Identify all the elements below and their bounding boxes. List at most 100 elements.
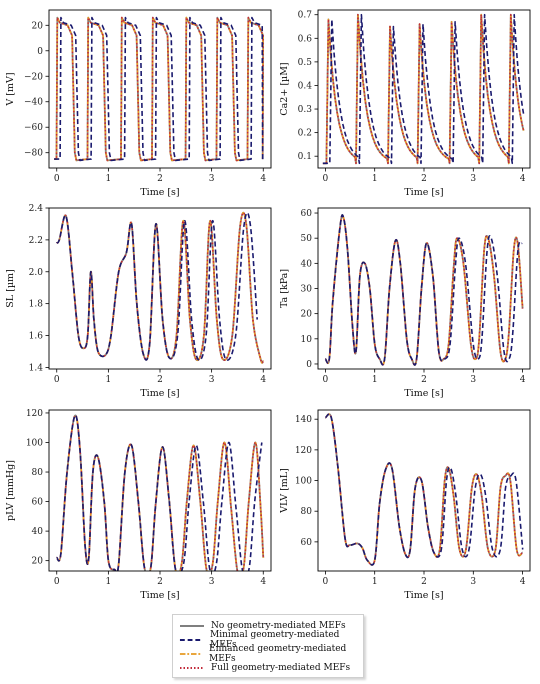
series-full-line <box>55 414 265 571</box>
legend-swatch-dashed-icon <box>179 638 204 641</box>
x-tick-label: 4 <box>520 174 526 184</box>
x-tick-label: 3 <box>209 577 215 587</box>
y-tick-label: 60 <box>301 538 313 548</box>
y-axis-label: pLV [mmHg] <box>5 460 16 521</box>
chart-panel-3: 0 1 2 3 4 1.4 1.6 1.8 2.0 2.2 2.4 Time [s] SL [µm] <box>5 204 272 399</box>
x-axis-label: Time [s] <box>140 187 179 198</box>
legend-swatch-dotted-icon <box>180 666 204 669</box>
x-axis-label: Time [s] <box>140 590 179 601</box>
y-tick-label: 1.4 <box>29 363 44 373</box>
y-tick-label: 60 <box>301 209 313 219</box>
y-tick-label: 10 <box>301 335 313 345</box>
x-tick-label: 1 <box>372 577 378 587</box>
x-tick-label: 1 <box>106 174 112 184</box>
y-tick-label: 20 <box>301 310 313 320</box>
chart-panel-6: 0 1 2 3 4 60 80 100 120 140 Time [s] VLV [mL] <box>279 409 531 601</box>
y-tick-label: −80 <box>24 149 43 159</box>
chart-panel-1: 0 1 2 3 4 −80 −60 −40 −20 0 20 Time [s] V [mV] <box>5 9 272 198</box>
x-tick-label: 0 <box>54 375 60 385</box>
x-tick-label: 4 <box>260 375 266 385</box>
series-full-line <box>322 13 525 165</box>
legend-entry-minimal: Minimal geometry-mediated MEFs <box>179 630 363 650</box>
legend: No geometry-mediated MEFs Minimal geomet… <box>172 614 364 678</box>
y-tick-label: 0 <box>306 360 312 370</box>
x-tick-label: 3 <box>470 375 476 385</box>
y-tick-label: 0.3 <box>298 105 313 115</box>
x-tick-label: 2 <box>157 174 163 184</box>
y-tick-label: 20 <box>32 557 44 567</box>
y-axis-label: Ca2+ [µM] <box>279 62 290 115</box>
x-tick-label: 4 <box>520 375 526 385</box>
y-tick-label: −20 <box>24 72 43 82</box>
legend-swatch-solid-icon <box>180 624 204 627</box>
x-tick-label: 0 <box>323 174 329 184</box>
x-tick-label: 2 <box>421 577 427 587</box>
legend-label: Minimal geometry-mediated MEFs <box>210 629 340 650</box>
series-minimal-line <box>324 413 524 566</box>
y-tick-label: 0.2 <box>298 129 312 139</box>
x-tick-label: 3 <box>470 577 476 587</box>
y-axis-label: V [mV] <box>5 72 16 106</box>
y-tick-label: 80 <box>301 507 313 517</box>
y-tick-label: 0 <box>37 47 43 57</box>
y-tick-label: 50 <box>301 234 313 244</box>
series-minimal-line <box>324 214 523 366</box>
x-tick-label: 2 <box>421 375 427 385</box>
x-tick-label: 4 <box>260 577 266 587</box>
x-tick-label: 4 <box>520 577 526 587</box>
y-tick-label: 0.5 <box>298 58 313 68</box>
y-axis-label: SL [µm] <box>5 269 16 307</box>
series-no-mef-line <box>55 414 265 571</box>
chart-panel-2: 0 1 2 3 4 0.1 0.2 0.3 0.4 0.5 0.6 0.7 Time [s] Ca2+ [… <box>279 9 531 198</box>
series-full-line <box>324 413 524 566</box>
y-tick-label: 60 <box>32 498 44 508</box>
legend-swatch-dashdot-icon <box>179 652 203 655</box>
y-tick-label: 100 <box>26 438 43 448</box>
y-tick-label: 120 <box>295 446 312 456</box>
y-tick-label: 0.1 <box>298 152 312 162</box>
y-axis-label: Ta [kPa] <box>279 269 290 308</box>
y-tick-label: 0.6 <box>298 34 313 44</box>
x-tick-label: 0 <box>54 577 60 587</box>
x-axis-label: Time [s] <box>404 187 443 198</box>
y-tick-label: 30 <box>301 285 313 295</box>
series-enhanced-line <box>324 214 524 366</box>
series-full-line <box>324 214 524 366</box>
y-tick-label: 2.4 <box>29 204 44 214</box>
x-tick-label: 0 <box>54 174 60 184</box>
y-tick-label: 0.4 <box>298 81 313 91</box>
y-tick-label: 120 <box>26 409 43 419</box>
x-axis-label: Time [s] <box>140 388 179 399</box>
x-tick-label: 2 <box>421 174 427 184</box>
series-full-line <box>54 16 264 162</box>
y-tick-label: 40 <box>301 259 313 269</box>
x-axis-label: Time [s] <box>404 388 443 399</box>
y-tick-label: 0.7 <box>298 11 313 21</box>
x-tick-label: 2 <box>157 375 163 385</box>
y-tick-label: 1.8 <box>29 300 44 310</box>
x-tick-label: 3 <box>209 174 215 184</box>
x-tick-label: 1 <box>106 375 112 385</box>
legend-entry-enhanced: Enhanced geometry-mediated MEFs <box>179 644 363 664</box>
series-enhanced-line <box>322 13 525 165</box>
x-axis-label: Time [s] <box>404 590 443 601</box>
series-no-mef-line <box>324 214 524 366</box>
y-tick-label: −40 <box>24 98 43 108</box>
y-tick-label: 80 <box>32 468 44 478</box>
x-tick-label: 1 <box>372 174 378 184</box>
y-tick-label: −60 <box>24 123 43 133</box>
y-tick-label: 2.2 <box>29 236 43 246</box>
y-tick-label: 40 <box>32 527 44 537</box>
y-tick-label: 140 <box>295 415 312 425</box>
chart-panel-5: 0 1 2 3 4 20 40 60 80 100 120 Time [s] pLV [mmHg] <box>5 409 272 601</box>
y-tick-label: 20 <box>32 21 44 31</box>
legend-label: Full geometry-mediated MEFs <box>211 662 351 673</box>
y-axis-label: VLV [mL] <box>279 468 290 514</box>
legend-label: No geometry-mediated MEFs <box>211 620 346 631</box>
x-tick-label: 0 <box>323 577 329 587</box>
x-tick-label: 2 <box>157 577 163 587</box>
series-minimal-line <box>56 211 258 361</box>
y-tick-label: 100 <box>295 477 312 487</box>
